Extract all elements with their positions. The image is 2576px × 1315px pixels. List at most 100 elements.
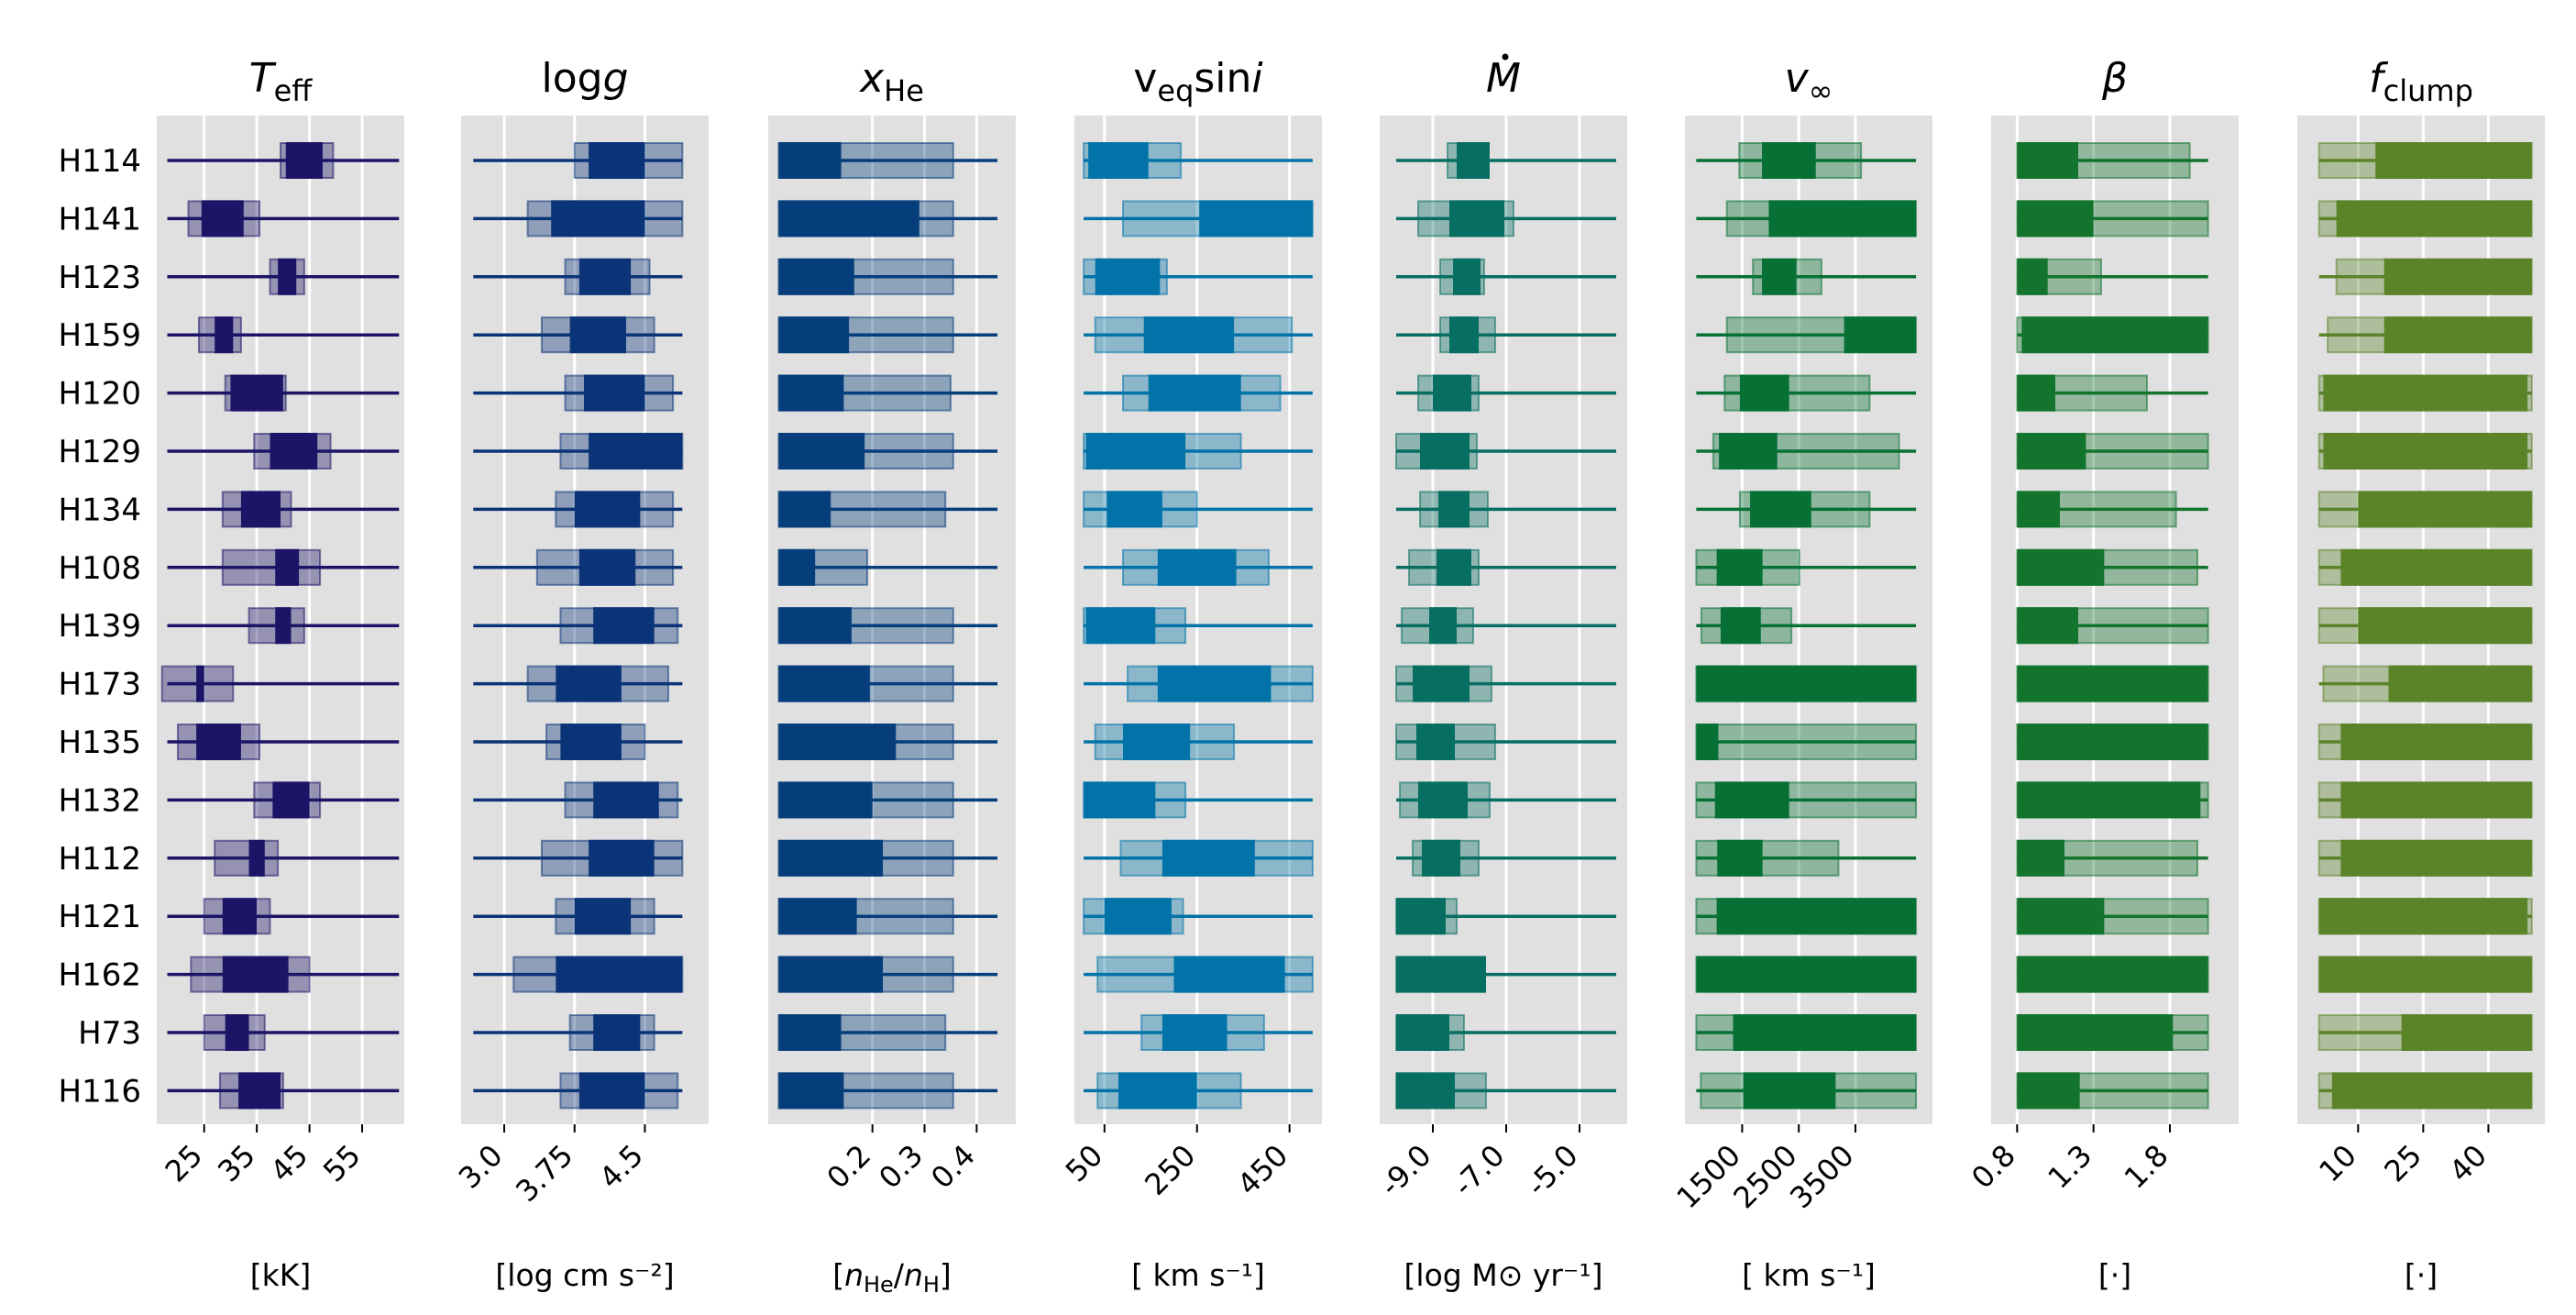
unit-label: [nHe/nH] [832,1257,952,1298]
inner-range-box [275,548,300,586]
inner-range-box [593,781,659,819]
panel-title: xHe [858,55,924,108]
outer-range-box [221,548,322,586]
inner-range-box [778,1014,842,1051]
panel-title: M [1486,55,1521,102]
inner-range-box [1106,491,1162,528]
inner-range-box [1696,956,1917,993]
unit-label: [ km s⁻¹] [1742,1257,1876,1293]
tick-label: 1.3 [2041,1138,2098,1196]
inner-range-box [2383,316,2532,354]
inner-range-box [551,200,645,238]
tick-label: 3.0 [452,1138,510,1196]
inner-range-box [1433,374,1471,412]
inner-range-box [1438,491,1470,528]
inner-range-box [1429,607,1457,645]
panel-title: v∞ [1785,55,1833,108]
inner-range-box [270,433,318,470]
inner-range-box [278,258,297,295]
inner-range-box [275,607,292,645]
panel-xhe: 0.20.30.4 [nHe/nH] xHe [768,55,1016,1298]
star-label: H129 [59,434,141,470]
inner-range-box [1437,548,1471,586]
inner-range-box [1084,781,1156,819]
inner-range-box [589,839,655,877]
inner-range-box [2383,258,2532,295]
inner-range-box [1117,1072,1197,1110]
tick-label: 3500 [1783,1138,1860,1215]
panel-title: β [2101,55,2128,102]
inner-range-box [778,200,919,238]
inner-range-box [2340,781,2532,819]
inner-range-box [2017,898,2105,935]
inner-range-box [1396,1072,1455,1110]
star-label: H141 [59,201,141,238]
outer-range-box [1695,724,1918,760]
inner-range-box [2340,839,2532,877]
panel-vsini: 50 250 450 [ km s⁻¹] veqsini [1059,55,1322,1293]
inner-range-box [778,665,870,702]
panel-title: fclump [2369,55,2473,108]
inner-range-box [778,258,854,295]
tick-label: 25 [2377,1138,2428,1189]
star-label: H173 [59,667,141,703]
inner-range-box [215,316,234,354]
inner-range-box [1085,433,1186,470]
inner-range-box [1453,258,1481,295]
inner-range-box [589,142,645,179]
inner-range-box [2340,548,2532,586]
star-label: H123 [59,260,141,296]
inner-range-box [1743,1072,1836,1110]
inner-range-box [196,665,204,702]
star-label: H120 [59,376,141,413]
tick-label: 1.8 [2118,1138,2175,1196]
inner-range-box [1413,665,1470,702]
inner-range-box [1396,1014,1449,1051]
star-label: H159 [59,317,141,354]
outer-range-box [214,839,280,877]
panel-teff: 25 35 45 55 [kK] Teff [157,55,404,1293]
tick-label: -7.0 [1447,1138,1512,1203]
inner-range-box [248,839,265,877]
inner-range-box [2318,898,2528,935]
star-label: H132 [59,782,141,819]
inner-range-box [2017,491,2060,528]
unit-label: [·] [2098,1257,2131,1293]
inner-range-box [778,142,842,179]
inner-range-box [272,781,310,819]
inner-range-box [1148,374,1241,412]
inner-range-box [1739,374,1789,412]
inner-range-box [1161,1014,1227,1051]
inner-range-box [240,491,281,528]
inner-range-box [2375,142,2532,179]
panel-beta: 0.8 1.3 1.8 [·] β [1965,55,2239,1293]
inner-range-box [778,956,884,993]
inner-range-box [2340,724,2532,760]
tick-label: 0.3 [872,1138,930,1196]
star-label: H135 [59,724,141,761]
inner-range-box [778,839,884,877]
tick-label: 3.75 [509,1138,579,1209]
inner-range-box [1717,839,1763,877]
inner-range-box [1720,607,1761,645]
inner-range-box [196,724,241,760]
inner-range-box [1104,898,1172,935]
tick-label: -5.0 [1520,1138,1585,1203]
inner-range-box [2358,607,2532,645]
inner-range-box [574,491,641,528]
inner-range-box [1762,258,1797,295]
inner-range-box [593,1014,641,1051]
inner-range-box [778,548,816,586]
panel-title: Teff [249,55,314,108]
tick-label: 0.8 [1965,1138,2022,1196]
star-label: H114 [59,143,141,180]
tick-label: 2500 [1726,1138,1803,1215]
inner-range-box [2017,142,2078,179]
inner-range-box [2017,665,2208,702]
star-label: H134 [59,492,141,528]
inner-range-box [1418,781,1468,819]
tick-label: 0.2 [820,1138,877,1196]
inner-range-box [1750,491,1811,528]
